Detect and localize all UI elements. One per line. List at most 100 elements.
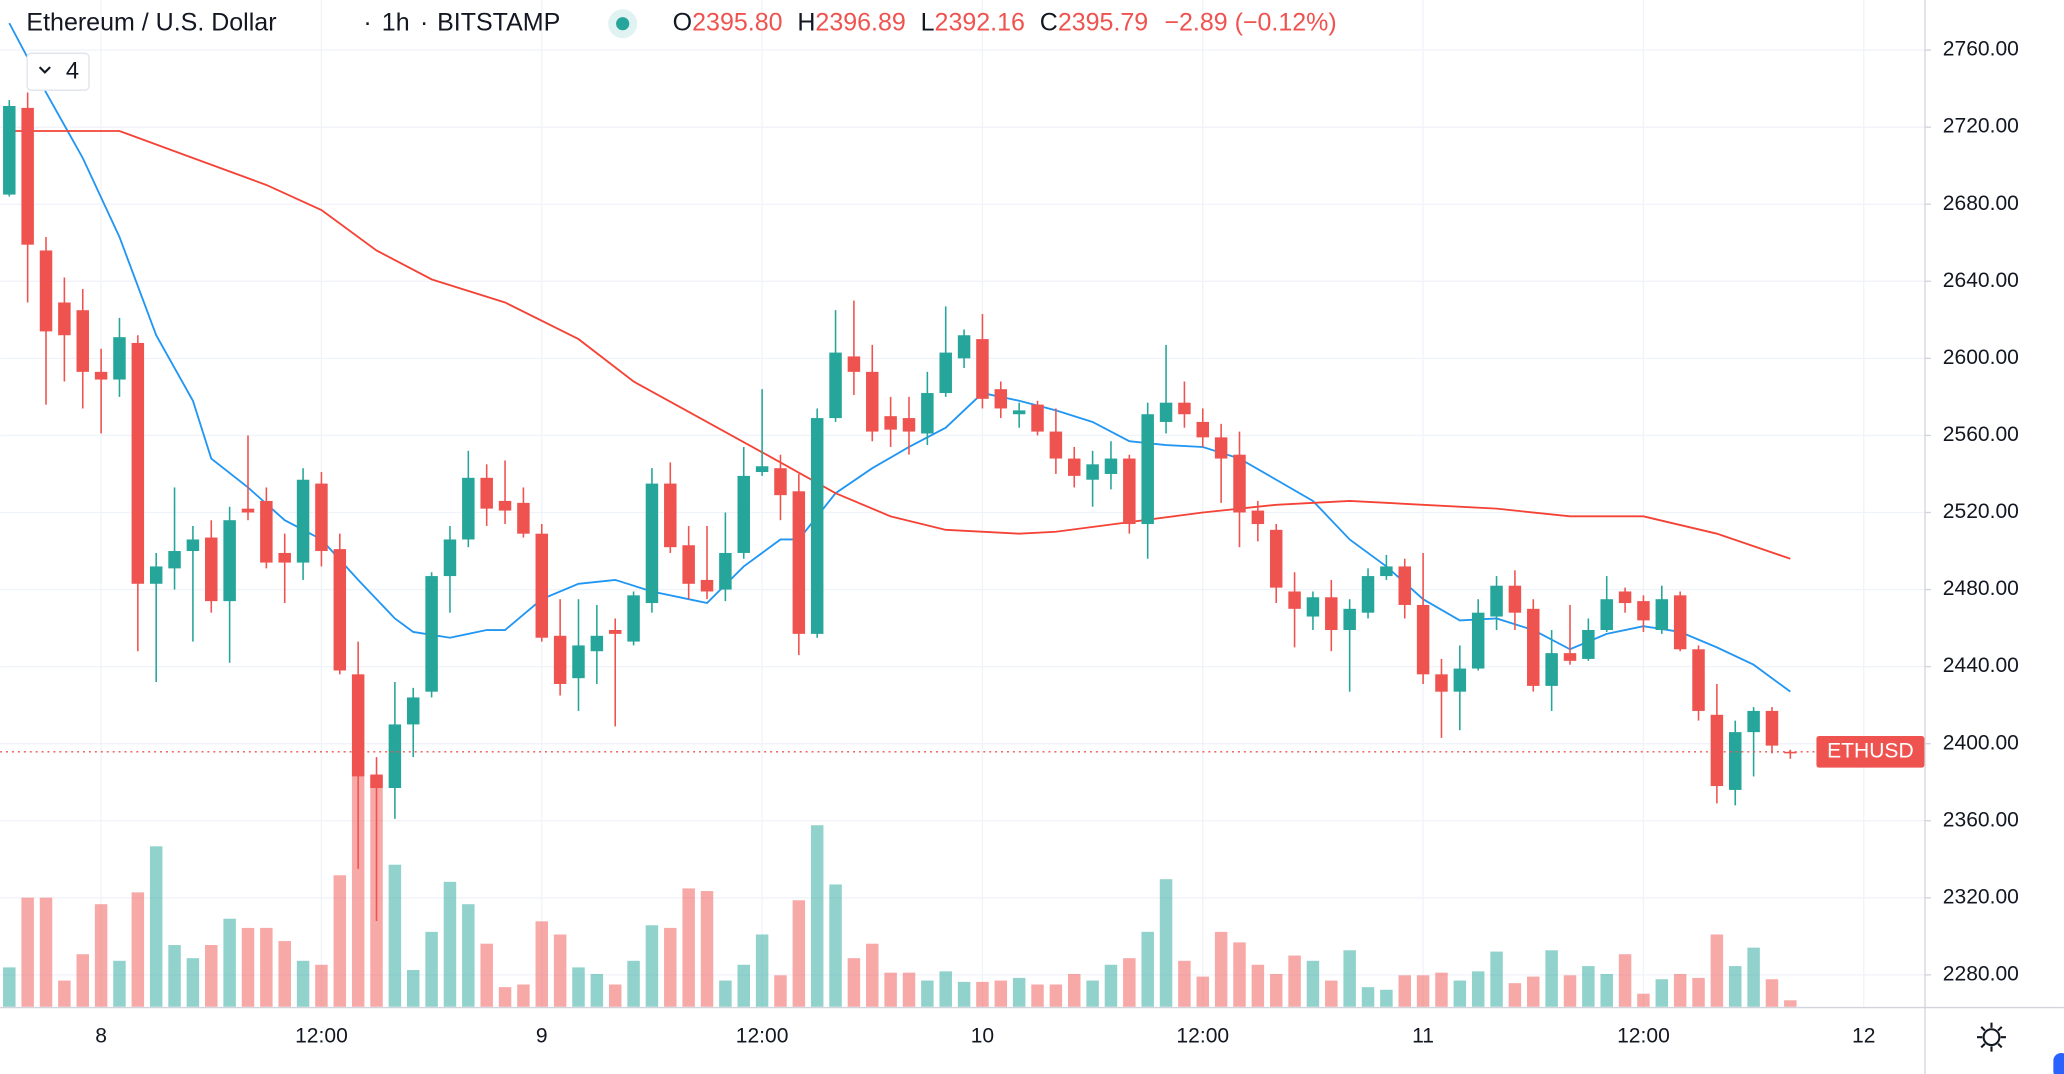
- volume-bar: [480, 943, 493, 1007]
- volume-bar: [608, 984, 622, 1007]
- x-tick-label: 10: [971, 1025, 994, 1048]
- y-tick-label: 2480.00: [1943, 577, 2019, 600]
- candle-body: [58, 302, 71, 336]
- gear-spokes: [1977, 1022, 2006, 1052]
- volume-bar: [1343, 950, 1356, 1007]
- volume-bar: [1398, 975, 1411, 1007]
- y-tick-label: 2760.00: [1943, 38, 2019, 61]
- chevron-icon: [38, 66, 51, 74]
- candle-body: [957, 335, 971, 359]
- volume-bar: [1306, 960, 1320, 1007]
- volume-bar: [590, 973, 604, 1007]
- candle-body: [1784, 751, 1797, 754]
- volume-bar: [737, 964, 750, 1007]
- volume-bar: [1086, 980, 1099, 1007]
- volume-bar: [1545, 950, 1558, 1007]
- volume-bar: [94, 904, 108, 1007]
- plot-area: [0, 22, 1925, 1007]
- x-tick-label: 11: [1412, 1025, 1434, 1048]
- candle-body: [994, 389, 1008, 409]
- candle-body: [223, 520, 236, 602]
- candle-body: [1398, 566, 1411, 605]
- volume-bar: [884, 972, 897, 1007]
- volume-bar: [333, 875, 347, 1007]
- volume-bar: [957, 981, 971, 1007]
- chart-legend: Ethereum / U.S. Dollar · 1h · BITSTAMP O…: [26, 8, 1337, 39]
- exchange: BITSTAMP: [437, 8, 560, 36]
- volume-bar: [719, 980, 732, 1007]
- candle-body: [149, 566, 163, 584]
- candle-body: [76, 310, 89, 372]
- candle-body: [792, 491, 806, 634]
- ohlc-label: L: [921, 8, 935, 36]
- candle-body: [1049, 431, 1063, 459]
- volume-bar: [1710, 934, 1724, 1007]
- candle-body: [462, 477, 475, 540]
- candle-body: [1673, 595, 1687, 650]
- candle-body: [737, 475, 750, 553]
- volume-bar: [1692, 977, 1705, 1007]
- candle-body: [241, 508, 255, 513]
- candle-body: [1471, 612, 1485, 669]
- volume-bar: [131, 892, 145, 1007]
- candle-body: [866, 371, 879, 432]
- candle-body: [1765, 710, 1779, 746]
- candle-body: [1361, 576, 1375, 613]
- axes: 2280.00 2320.00 2360.00 2400.00 2440.00 2480.…: [95, 38, 2019, 1048]
- candle-body: [425, 576, 438, 692]
- candle-body: [774, 468, 787, 496]
- candle-body: [1710, 714, 1724, 787]
- candle-body: [1251, 510, 1265, 525]
- volume-bar: [407, 970, 420, 1007]
- volume-bar: [553, 934, 567, 1007]
- y-tick-label: 2640.00: [1943, 269, 2019, 292]
- candle-body: [1288, 591, 1301, 609]
- candle-body: [3, 105, 16, 195]
- candle-body: [1582, 630, 1595, 659]
- candle-body: [645, 483, 659, 604]
- candle-body: [131, 342, 145, 584]
- volume-bar: [39, 897, 53, 1007]
- ohlc-value: 2396.89: [815, 8, 905, 36]
- candle-body: [1600, 599, 1613, 631]
- indicators-toggle[interactable]: 4: [26, 52, 90, 91]
- x-tick-label: 12:00: [736, 1025, 789, 1048]
- volume-bar: [1527, 976, 1540, 1007]
- volume-bar: [1031, 984, 1044, 1007]
- candle-body: [333, 549, 347, 671]
- volume-bar: [388, 864, 402, 1007]
- candle-body: [1453, 668, 1467, 692]
- y-tick-label: 2560.00: [1943, 423, 2019, 446]
- volume-bar: [1159, 879, 1173, 1007]
- volume-bar: [682, 888, 695, 1007]
- candle-body: [939, 352, 952, 394]
- volume-bar: [1490, 951, 1503, 1007]
- candle-body: [1123, 458, 1136, 525]
- volume-bar: [296, 960, 310, 1007]
- volume-bar: [1380, 989, 1393, 1007]
- volume-bar: [443, 881, 457, 1007]
- candle-body: [1068, 458, 1081, 476]
- candle-body: [1178, 402, 1191, 415]
- candle-body: [21, 107, 34, 245]
- symbol-title: Ethereum / U.S. Dollar: [26, 8, 276, 36]
- volume-bar: [1563, 975, 1577, 1007]
- candle-body: [1508, 585, 1522, 613]
- moving-average: [9, 130, 1791, 560]
- candle-body: [884, 416, 897, 430]
- volume-bar: [260, 927, 273, 1007]
- settings-button[interactable]: [1977, 1022, 2006, 1052]
- y-tick-label: 2520.00: [1943, 500, 2019, 523]
- volume-bar: [1269, 973, 1283, 1007]
- volume-bar: [1288, 955, 1301, 1007]
- candle-body: [553, 635, 567, 684]
- candle-body: [902, 418, 916, 432]
- toggle-box[interactable]: [26, 52, 90, 91]
- volume-bar: [1361, 987, 1375, 1007]
- volume-bar: [223, 918, 236, 1007]
- candle-body: [168, 551, 181, 569]
- volume-bar: [1214, 931, 1228, 1007]
- ohlc-label: O: [673, 8, 692, 36]
